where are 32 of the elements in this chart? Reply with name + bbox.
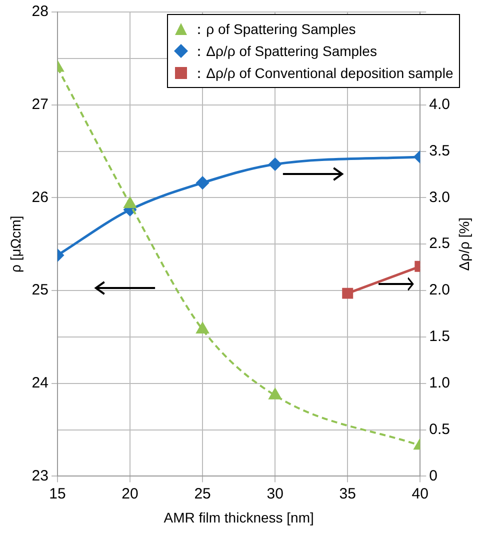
legend-label: ：ρ of Spattering Samples	[192, 20, 356, 39]
x-tick-label: 25	[194, 485, 211, 502]
point	[268, 158, 282, 171]
y-axis-title: ρ [μΩcm]	[7, 216, 24, 273]
y2-tick-label: 3.0	[429, 188, 450, 206]
legend-label: ：Δρ/ρ of Conventional deposition sample	[192, 64, 454, 83]
y-tick-label: 28	[32, 3, 48, 20]
y2-axis-title: Δρ/ρ [%]	[456, 217, 472, 271]
point	[268, 388, 282, 400]
y2-tick-label: 0.5	[429, 420, 450, 438]
legend-label: ：Δρ/ρ of Spattering Samples	[192, 42, 377, 61]
x-tick-label: 35	[339, 485, 356, 502]
y-tick-label: 24	[32, 374, 48, 392]
y-tick-label: 27	[32, 96, 48, 113]
point	[124, 197, 136, 208]
x-tick-label: 40	[412, 485, 428, 502]
x-tick-label: 15	[49, 485, 66, 502]
point	[196, 176, 209, 190]
y-tick-label: 26	[32, 188, 48, 206]
y-tick-label: 25	[32, 282, 48, 299]
y2-tick-label: 1.5	[429, 328, 450, 346]
y2-tick-label: 2.5	[429, 235, 450, 252]
y2-tick-label: 0	[429, 467, 438, 484]
y2-tick-label: 3.5	[429, 142, 450, 160]
y-tick-label: 23	[32, 467, 48, 484]
x-axis-title: AMR film thickness [nm]	[164, 509, 314, 526]
x-tick-label: 20	[122, 485, 138, 502]
y2-tick-label: 4.0	[429, 96, 450, 113]
point	[196, 322, 209, 334]
x-tick-label: 30	[266, 485, 284, 502]
y2-tick-label: 1.0	[429, 374, 450, 392]
y2-tick-label: 2.0	[429, 282, 450, 299]
